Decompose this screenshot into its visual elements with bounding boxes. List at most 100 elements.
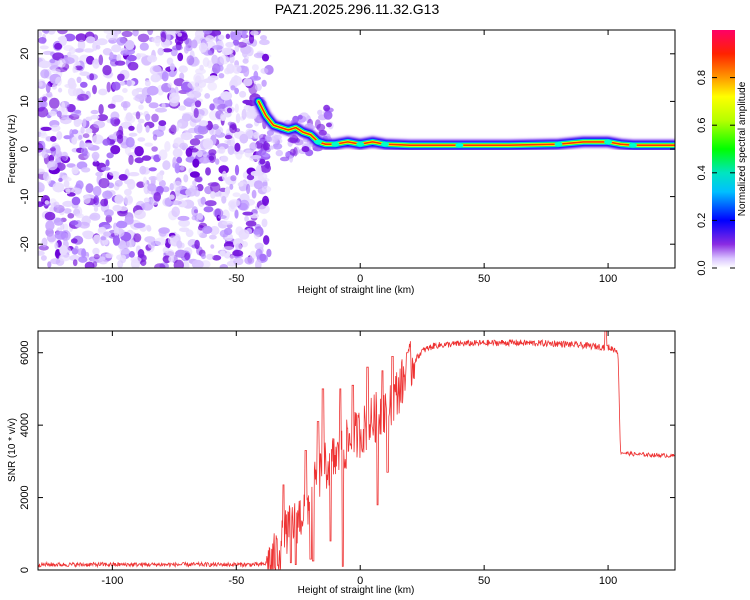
- noise-blob: [259, 253, 267, 262]
- noise-blob: [198, 42, 208, 53]
- snr-plot-area: [38, 331, 675, 570]
- noise-blob: [100, 198, 108, 207]
- figure-title: PAZ1.2025.296.11.32.G13: [275, 1, 440, 17]
- noise-blob: [61, 175, 69, 181]
- spectrogram-x-tick-label: 100: [599, 273, 617, 285]
- noise-blob: [280, 156, 290, 162]
- noise-blob: [162, 48, 173, 53]
- noise-blob: [183, 45, 189, 54]
- noise-blob: [50, 124, 61, 132]
- noise-blob: [141, 202, 154, 211]
- noise-blob: [108, 134, 118, 140]
- noise-blob: [81, 147, 88, 157]
- noise-blob: [230, 136, 235, 148]
- noise-blob: [107, 103, 116, 109]
- noise-blob: [46, 175, 52, 184]
- noise-blob: [52, 182, 65, 193]
- noise-blob: [42, 96, 48, 102]
- noise-blob: [58, 87, 63, 93]
- noise-blob: [145, 113, 151, 122]
- noise-blob: [38, 81, 43, 87]
- noise-blob: [136, 181, 145, 188]
- signal-knot: [356, 142, 365, 147]
- noise-blob: [223, 227, 233, 236]
- noise-blob: [258, 204, 270, 215]
- noise-blob: [240, 241, 248, 248]
- noise-blob: [178, 219, 191, 228]
- noise-blob: [148, 102, 159, 109]
- noise-blob: [38, 151, 43, 157]
- noise-blob: [224, 135, 233, 140]
- noise-blob: [103, 231, 111, 237]
- noise-blob: [177, 122, 182, 128]
- noise-blob: [81, 167, 91, 173]
- noise-blob: [289, 148, 296, 156]
- noise-blob: [221, 170, 227, 181]
- noise-blob: [147, 183, 157, 192]
- noise-blob: [97, 114, 108, 122]
- noise-blob: [168, 70, 176, 78]
- noise-blob: [218, 34, 225, 40]
- snr-x-tick-label: 0: [357, 575, 363, 587]
- noise-blob: [174, 162, 180, 174]
- noise-blob: [121, 30, 133, 38]
- noise-blob: [125, 137, 135, 148]
- noise-blob: [235, 113, 241, 124]
- noise-blob: [260, 35, 267, 41]
- noise-blob: [116, 220, 128, 229]
- noise-blob: [227, 145, 235, 155]
- signal-knot: [331, 142, 340, 147]
- noise-blob: [117, 240, 127, 250]
- noise-blob: [176, 156, 183, 164]
- noise-blob: [203, 206, 214, 213]
- noise-blob: [189, 171, 200, 178]
- noise-blob: [79, 71, 90, 76]
- noise-blob: [297, 114, 303, 120]
- noise-blob: [210, 244, 215, 249]
- noise-blob: [53, 201, 60, 208]
- noise-blob: [217, 65, 224, 72]
- signal-track-layer: [257, 100, 675, 146]
- noise-blob: [114, 60, 126, 66]
- noise-blob: [78, 134, 83, 140]
- noise-blob: [250, 170, 260, 177]
- noise-blob: [162, 160, 171, 171]
- noise-blob: [158, 120, 167, 127]
- colorbar: 0.0 0.2 0.4 0.6 0.8 Normalized spectral ampl…: [696, 30, 748, 276]
- spectrogram-x-ticks: -100 -50 0 50 100: [101, 30, 617, 285]
- noise-blob: [246, 183, 251, 195]
- noise-blob: [224, 47, 234, 55]
- noise-blob: [58, 253, 71, 262]
- noise-blob: [72, 259, 78, 267]
- noise-blob: [317, 109, 323, 116]
- spectrogram-signal-track: [252, 94, 675, 152]
- colorbar-ticks: 0.0 0.2 0.4 0.6 0.8: [696, 70, 735, 276]
- noise-blob: [72, 66, 77, 74]
- noise-blob: [50, 258, 61, 265]
- noise-blob: [179, 72, 185, 80]
- noise-blob: [139, 165, 147, 175]
- noise-blob: [46, 160, 58, 171]
- noise-blob: [218, 73, 225, 79]
- noise-blob: [150, 73, 161, 83]
- noise-blob: [93, 206, 99, 212]
- noise-blob: [259, 158, 266, 165]
- noise-blob: [196, 150, 203, 158]
- noise-blob: [120, 101, 131, 108]
- noise-blob: [67, 213, 75, 219]
- noise-blob: [239, 199, 250, 211]
- noise-blob: [238, 229, 250, 240]
- noise-blob: [244, 149, 253, 158]
- noise-blob: [196, 212, 204, 221]
- noise-blob: [148, 176, 158, 181]
- noise-blob: [109, 52, 114, 59]
- noise-blob: [219, 54, 230, 65]
- noise-blob: [78, 256, 88, 263]
- noise-blob: [242, 99, 252, 104]
- noise-blob: [162, 246, 169, 254]
- noise-blob: [82, 133, 90, 139]
- noise-blob: [169, 183, 175, 191]
- noise-blob: [232, 64, 242, 74]
- noise-blob: [222, 246, 235, 251]
